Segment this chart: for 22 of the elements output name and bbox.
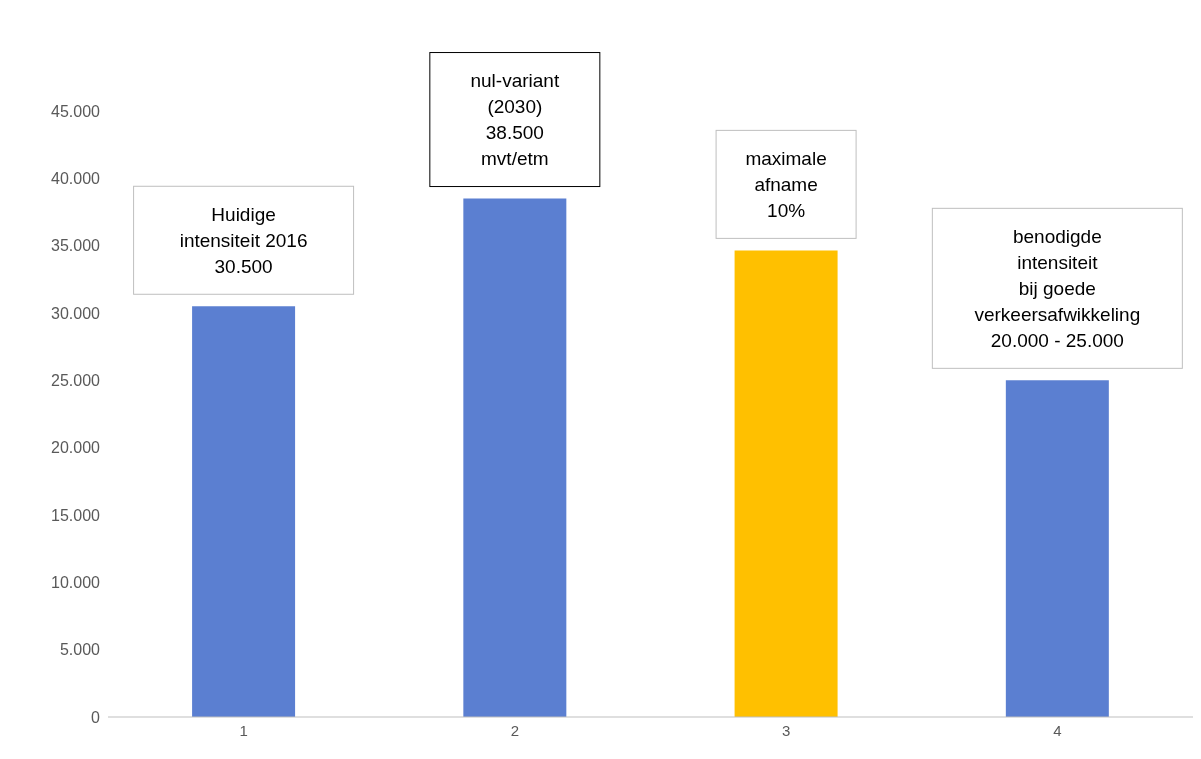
y-tick-label: 25.000 (51, 372, 101, 390)
bar (1005, 380, 1109, 717)
bar (734, 250, 838, 717)
x-tick-label: 3 (781, 721, 791, 739)
y-tick-label: 15.000 (51, 506, 101, 524)
bar (192, 306, 296, 717)
x-tick-label: 4 (1053, 721, 1062, 739)
y-tick-label: 35.000 (51, 237, 101, 255)
annotation: maximale afname 10% (745, 147, 827, 221)
y-tick-label: 45.000 (51, 102, 101, 120)
x-tick-label: 2 (510, 721, 520, 739)
y-tick-label: 20.000 (51, 439, 101, 457)
y-tick-label: 0 (91, 708, 101, 726)
y-tick-label: 5.000 (59, 641, 101, 659)
bar (463, 198, 567, 717)
y-tick-label: 30.000 (51, 304, 101, 322)
annotation: Huidige intensiteit 2016 30.500 (179, 203, 308, 277)
y-tick-label: 10.000 (51, 574, 101, 592)
y-tick-label: 40.000 (51, 170, 101, 188)
x-tick-label: 1 (239, 721, 248, 739)
annotation: benodigde intensiteit bij goede verkeersafwikkeling 20.000 - 25.000 (974, 225, 1141, 351)
annotation: nul-variant (2030) 38.500 mvt/etm (470, 70, 560, 170)
